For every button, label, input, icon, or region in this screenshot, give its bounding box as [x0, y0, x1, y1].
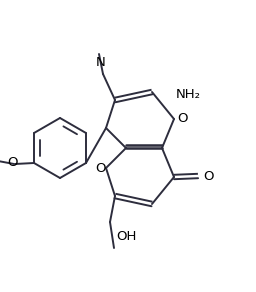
Text: O: O	[203, 169, 213, 182]
Text: N: N	[96, 55, 106, 69]
Text: O: O	[96, 161, 106, 175]
Text: NH₂: NH₂	[176, 88, 201, 100]
Text: O: O	[7, 157, 17, 169]
Text: OH: OH	[116, 230, 136, 244]
Text: O: O	[177, 112, 187, 126]
